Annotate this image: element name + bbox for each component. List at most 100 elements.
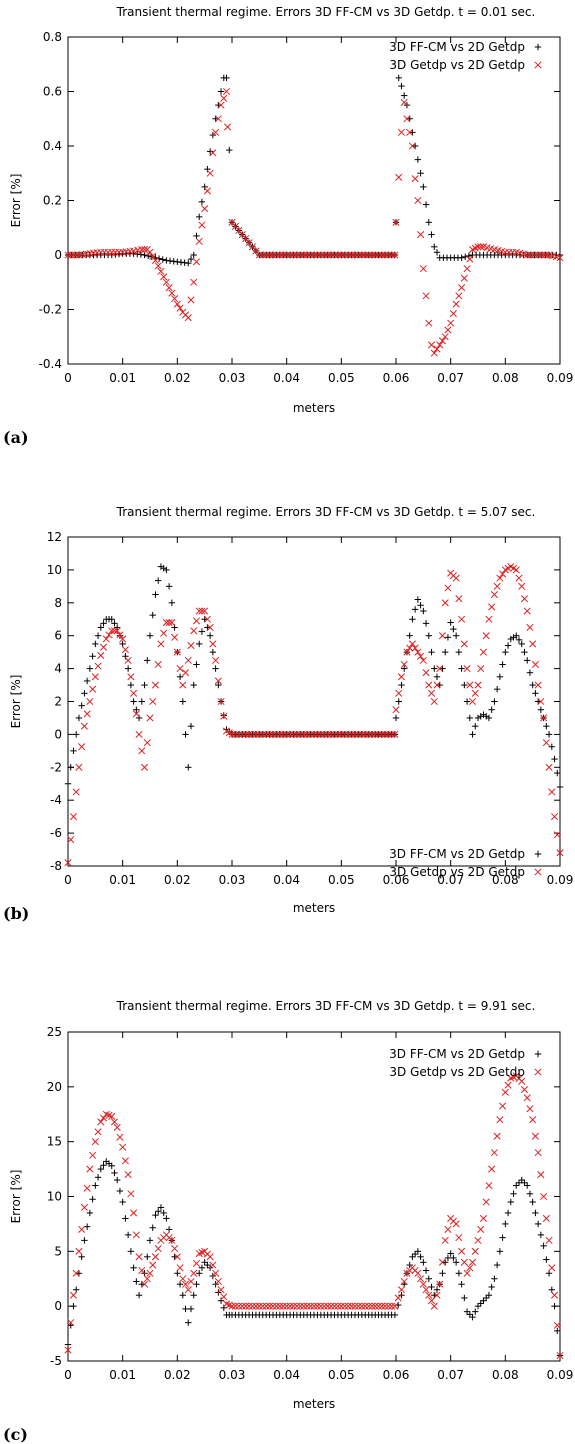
plot-frame [67, 1031, 561, 1362]
data-point [400, 98, 408, 106]
data-point [138, 245, 146, 254]
y-tick-label: 8 [54, 596, 62, 610]
data-point [154, 262, 162, 270]
data-point [430, 349, 438, 357]
data-point [185, 1319, 192, 1326]
data-point [212, 665, 219, 672]
x-tick-label: 0.08 [492, 873, 519, 887]
y-tick-label: 0.4 [43, 139, 62, 153]
data-point [105, 631, 113, 639]
data-point [388, 251, 396, 259]
data-point [515, 1179, 523, 1186]
data-point [368, 1302, 376, 1310]
data-point [154, 1245, 162, 1253]
data-point [477, 1225, 485, 1233]
data-point [190, 681, 197, 689]
data-point [307, 1302, 315, 1310]
data-point [444, 634, 452, 641]
data-point [286, 730, 294, 738]
data-point [293, 1302, 301, 1310]
data-point [94, 1174, 102, 1181]
data-point [130, 1264, 137, 1271]
data-point [80, 722, 88, 730]
data-point [149, 697, 157, 706]
data-point [143, 739, 151, 747]
data-point [228, 1302, 236, 1310]
data-point [411, 175, 419, 183]
data-point [468, 1258, 477, 1266]
data-point [433, 249, 441, 256]
data-point [344, 730, 352, 738]
data-point [397, 1286, 406, 1294]
chart-1: Transient thermal regime. Errors 3D FF-C… [9, 5, 573, 415]
data-point [452, 574, 460, 582]
data-point [159, 256, 166, 263]
data-point [526, 1190, 534, 1197]
data-point [368, 251, 376, 259]
data-point [409, 616, 416, 623]
data-point [135, 1253, 143, 1261]
data-point [289, 1302, 298, 1310]
data-point [361, 1302, 369, 1310]
legend-label: 3D Getdp vs 2D Getdp [389, 58, 525, 72]
data-point [133, 1278, 140, 1285]
data-point [97, 1165, 104, 1173]
data-point [182, 731, 189, 738]
data-point [392, 706, 400, 714]
data-point [276, 1302, 284, 1310]
data-point [192, 617, 201, 625]
data-point [69, 1291, 78, 1299]
data-point [554, 1327, 561, 1335]
data-point [127, 681, 135, 689]
data-point [303, 251, 311, 259]
data-point [330, 1302, 339, 1310]
data-point [391, 1302, 399, 1310]
x-tick-label: 0.09 [547, 371, 574, 385]
data-point [513, 1182, 520, 1189]
data-point [146, 714, 154, 722]
data-point [75, 763, 83, 771]
data-point [455, 292, 463, 300]
data-point [361, 730, 369, 738]
data-point [116, 1187, 124, 1195]
data-point [192, 1259, 201, 1267]
data-point [391, 1311, 399, 1319]
data-point [155, 1208, 162, 1215]
data-point [488, 1165, 496, 1173]
data-point [422, 620, 430, 627]
data-point [94, 662, 102, 670]
data-point [395, 689, 403, 697]
data-point [209, 1261, 217, 1269]
data-point [491, 698, 498, 705]
data-point [296, 730, 304, 738]
data-point [474, 243, 482, 251]
x-axis-label: meters [293, 401, 335, 415]
data-point [86, 1209, 94, 1217]
data-point [529, 1116, 537, 1124]
data-point [417, 652, 425, 660]
data-point [414, 596, 422, 603]
data-point [496, 673, 504, 681]
data-point [471, 1247, 479, 1255]
data-point [217, 1286, 225, 1294]
data-point [496, 1248, 504, 1255]
plot-frame [67, 36, 561, 365]
data-point [140, 1280, 149, 1288]
data-point [414, 196, 422, 205]
data-point [388, 1302, 396, 1310]
data-point [67, 764, 74, 771]
data-point [532, 1209, 539, 1217]
data-point [551, 1302, 558, 1310]
data-point [542, 739, 550, 747]
data-point [248, 730, 257, 738]
y-tick-label: -0.4 [39, 357, 62, 371]
data-point [220, 94, 228, 102]
data-point [163, 1215, 170, 1222]
data-point [548, 743, 555, 750]
data-point [286, 1302, 294, 1310]
x-axis-label: meters [293, 901, 335, 915]
data-point [222, 87, 231, 96]
data-point [455, 1270, 463, 1277]
x-tick-label: 0.07 [437, 873, 464, 887]
data-point [425, 681, 433, 689]
